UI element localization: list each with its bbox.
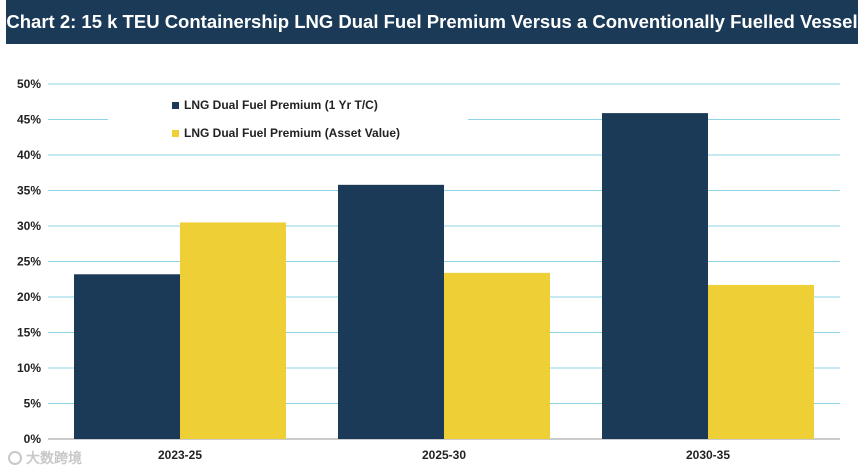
y-tick-label: 25% xyxy=(17,255,41,269)
bar-asset xyxy=(708,284,814,439)
legend-background xyxy=(108,94,468,146)
y-tick-label: 40% xyxy=(17,148,41,162)
x-category-label: 2025-30 xyxy=(422,448,466,462)
bar-asset xyxy=(444,272,550,439)
y-tick-label: 5% xyxy=(24,397,42,411)
chart-title: Chart 2: 15 k TEU Containership LNG Dual… xyxy=(6,0,858,44)
y-tick-label: 50% xyxy=(17,77,41,91)
legend-swatch xyxy=(172,130,179,137)
y-tick-label: 0% xyxy=(24,432,42,446)
bar-tc xyxy=(74,274,180,439)
legend-label: LNG Dual Fuel Premium (1 Yr T/C) xyxy=(184,98,378,112)
y-tick-label: 10% xyxy=(17,361,41,375)
watermark-text: 大数跨境 xyxy=(26,450,82,466)
bar-tc xyxy=(338,184,444,439)
watermark: 大数跨境 xyxy=(8,448,82,468)
y-tick-label: 15% xyxy=(17,326,41,340)
y-tick-label: 30% xyxy=(17,219,41,233)
y-tick-label: 45% xyxy=(17,113,41,127)
bar-asset xyxy=(180,222,286,439)
x-category-label: 2023-25 xyxy=(158,448,202,462)
y-tick-label: 35% xyxy=(17,184,41,198)
legend-label: LNG Dual Fuel Premium (Asset Value) xyxy=(184,126,400,140)
y-tick-label: 20% xyxy=(17,290,41,304)
bar-tc xyxy=(602,113,708,440)
watermark-logo-icon xyxy=(8,451,22,465)
legend-swatch xyxy=(172,102,179,109)
x-category-label: 2030-35 xyxy=(686,448,730,462)
